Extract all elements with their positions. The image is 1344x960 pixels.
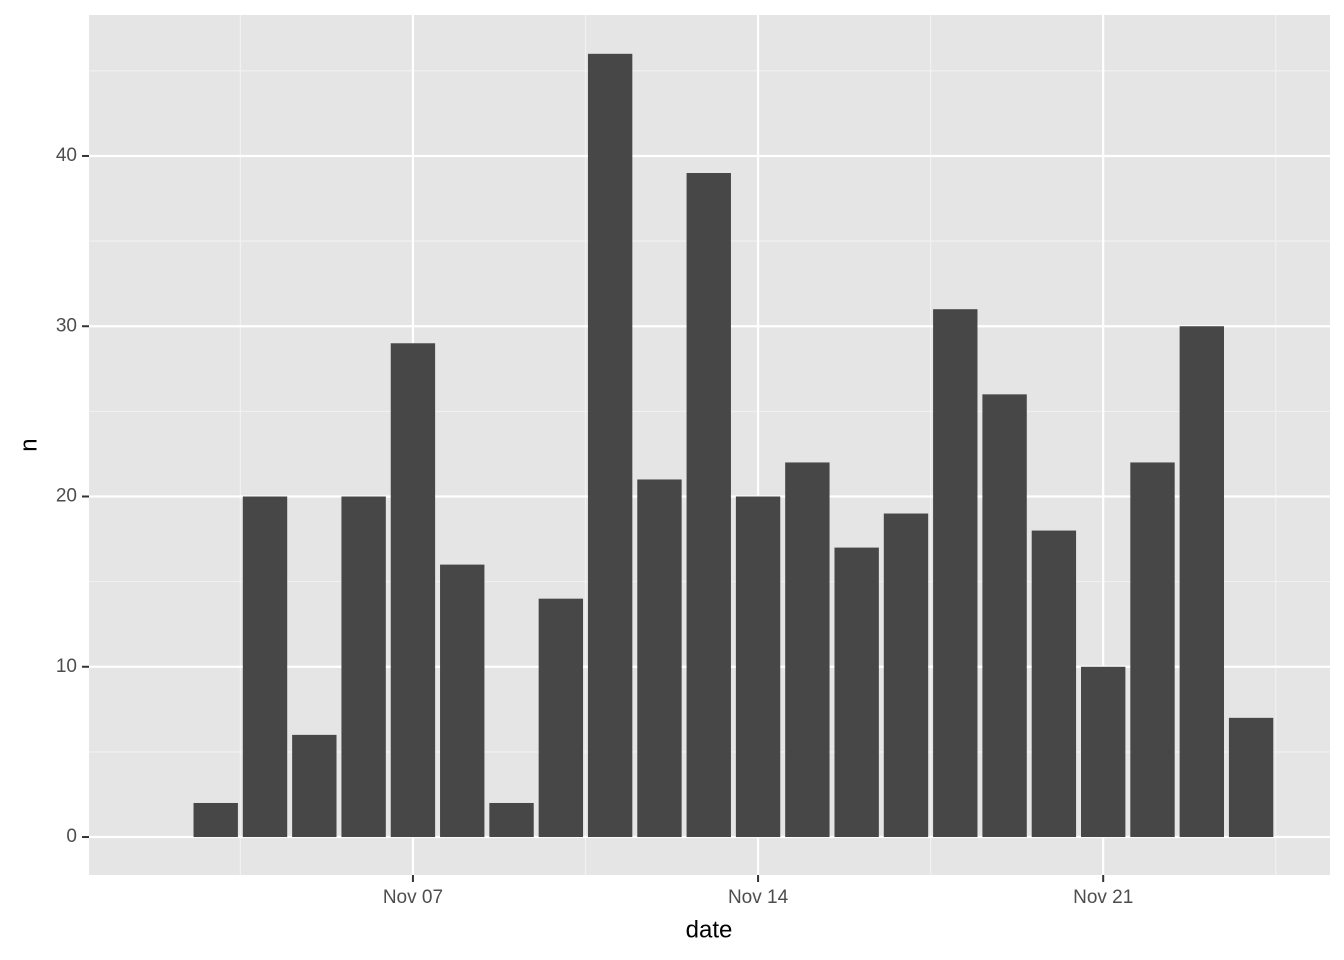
bar [242, 496, 288, 838]
bar [193, 802, 238, 838]
y-tick-label: 40 [56, 145, 77, 166]
bar [686, 173, 731, 838]
bar [883, 513, 929, 838]
bar [933, 309, 978, 838]
bar [1130, 462, 1175, 838]
bar [1228, 717, 1274, 838]
y-tick-label: 20 [56, 486, 77, 507]
x-axis-title: date [686, 916, 733, 943]
y-tick-label: 30 [56, 315, 77, 336]
x-tick-label: Nov 14 [728, 887, 789, 908]
bar [834, 547, 879, 838]
bar [341, 496, 386, 838]
x-tick-label: Nov 21 [1073, 887, 1133, 908]
bar [587, 53, 633, 838]
y-tick-label: 0 [66, 826, 77, 847]
bar [982, 394, 1027, 838]
y-axis-title: n [15, 438, 42, 451]
bar [292, 734, 337, 838]
y-tick-label: 10 [56, 656, 77, 677]
bar [735, 496, 781, 838]
bar [538, 598, 584, 838]
bar [440, 564, 485, 838]
bar [1179, 326, 1224, 838]
x-tick-label: Nov 07 [383, 887, 443, 908]
bar [1081, 666, 1126, 838]
bar [785, 462, 830, 838]
bar [390, 343, 436, 838]
bar [637, 479, 682, 838]
bar [1031, 530, 1077, 838]
bar [489, 802, 534, 838]
